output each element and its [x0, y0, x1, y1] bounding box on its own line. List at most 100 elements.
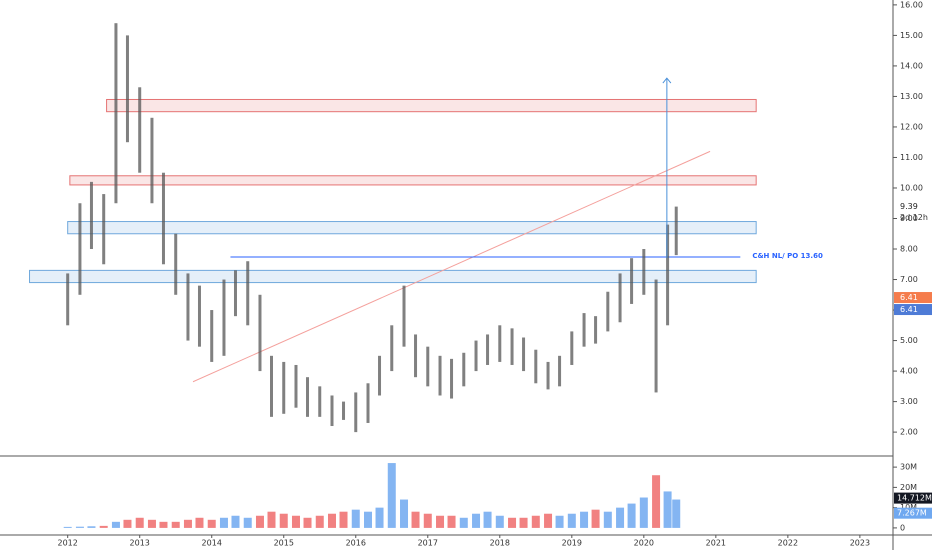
candle	[546, 361, 550, 390]
volume-bar	[159, 521, 168, 528]
volume-tick-label: 30M	[900, 463, 917, 472]
candle	[102, 194, 106, 265]
zone	[67, 221, 757, 235]
volume-bar	[472, 513, 481, 528]
y-tick-label: 15.00	[900, 31, 923, 40]
candle	[630, 258, 634, 304]
volume-bar	[231, 515, 240, 528]
volume-bar	[315, 515, 324, 528]
volume-bar	[580, 511, 589, 528]
volume-bar	[63, 526, 72, 528]
y-tick-label: 13.00	[900, 92, 923, 101]
volume-bar	[351, 509, 360, 528]
volume-bar	[123, 519, 132, 528]
volume-bar	[279, 513, 288, 528]
x-tick-label: 2018	[490, 539, 510, 548]
volume-bar	[555, 515, 564, 528]
candle	[138, 87, 142, 173]
candle	[390, 325, 394, 372]
x-tick-label: 2014	[202, 539, 222, 548]
volume-bar	[387, 463, 396, 528]
volume-bar	[339, 511, 348, 528]
candle	[174, 233, 178, 295]
candle	[233, 270, 237, 317]
candle	[558, 355, 562, 387]
y-tick-label: 3.00	[900, 397, 918, 406]
neckline-label: C&H NL/ PO 13.60	[752, 252, 823, 260]
candle	[474, 340, 478, 372]
volume-bar	[87, 526, 96, 528]
y-tick-label: 14.00	[900, 61, 923, 70]
volume-bar	[255, 515, 264, 528]
candle	[270, 355, 274, 417]
candle	[306, 377, 310, 417]
volume-bar	[291, 515, 300, 528]
trendline	[192, 150, 711, 383]
volume-bar	[544, 513, 553, 528]
price-badge-label: 9.39	[900, 202, 918, 211]
volume-badge-label: 7.267M	[897, 509, 927, 518]
price-badge-label: 6.41	[900, 305, 918, 314]
candle	[666, 224, 670, 326]
candle	[246, 261, 250, 326]
volume-bar	[75, 526, 84, 528]
volume-bar	[627, 503, 636, 528]
x-tick-label: 2019	[562, 539, 582, 548]
volume-bar	[483, 511, 492, 528]
candle	[426, 346, 430, 387]
x-tick-label: 2013	[130, 539, 150, 548]
volume-bar	[616, 507, 625, 528]
x-tick-label: 2021	[706, 539, 726, 548]
volume-bar	[147, 519, 156, 528]
volume-bar	[171, 521, 180, 528]
candle	[318, 386, 322, 417]
x-tick-label: 2020	[634, 539, 654, 548]
candle	[366, 383, 370, 423]
candle	[125, 35, 129, 143]
x-tick-label: 2022	[778, 539, 798, 548]
candle	[606, 291, 610, 332]
candle	[210, 310, 214, 362]
volume-badge	[894, 492, 932, 504]
candle	[78, 203, 82, 295]
candle	[197, 285, 201, 347]
volume-bar	[303, 517, 312, 528]
zone	[69, 175, 757, 186]
candle	[570, 331, 574, 365]
candle	[594, 316, 598, 344]
arrow-head	[662, 77, 672, 84]
volume-bar	[267, 511, 276, 528]
x-tick-label: 2015	[274, 539, 294, 548]
candle	[438, 355, 442, 396]
volume-bar	[243, 517, 252, 528]
candle	[342, 401, 346, 420]
y-tick-label: 7.00	[900, 275, 918, 284]
candle	[150, 117, 154, 204]
zone	[29, 269, 757, 284]
y-tick-label: 9.00	[900, 214, 918, 223]
candle	[186, 273, 190, 341]
candle	[654, 279, 658, 393]
candle	[522, 337, 526, 372]
volume-bar	[327, 513, 336, 528]
countdown: 2d 12h	[900, 213, 928, 222]
candle	[222, 279, 226, 356]
y-tick-label: 4.00	[900, 367, 918, 376]
volume-bar	[447, 515, 456, 528]
candle	[258, 294, 262, 372]
volume-bar	[459, 517, 468, 528]
volume-bar	[183, 519, 192, 528]
candle	[462, 352, 466, 387]
volume-bar	[603, 511, 612, 528]
volume-bar	[436, 515, 445, 528]
volume-bar	[639, 497, 648, 528]
candle	[378, 355, 382, 396]
volume-badge	[894, 507, 932, 519]
y-tick-label: 2.00	[900, 428, 918, 437]
price-badge-label: 6.41	[900, 293, 918, 302]
volume-bar	[411, 511, 420, 528]
candle	[486, 334, 490, 365]
candle	[618, 273, 622, 323]
volume-bar	[519, 517, 528, 528]
